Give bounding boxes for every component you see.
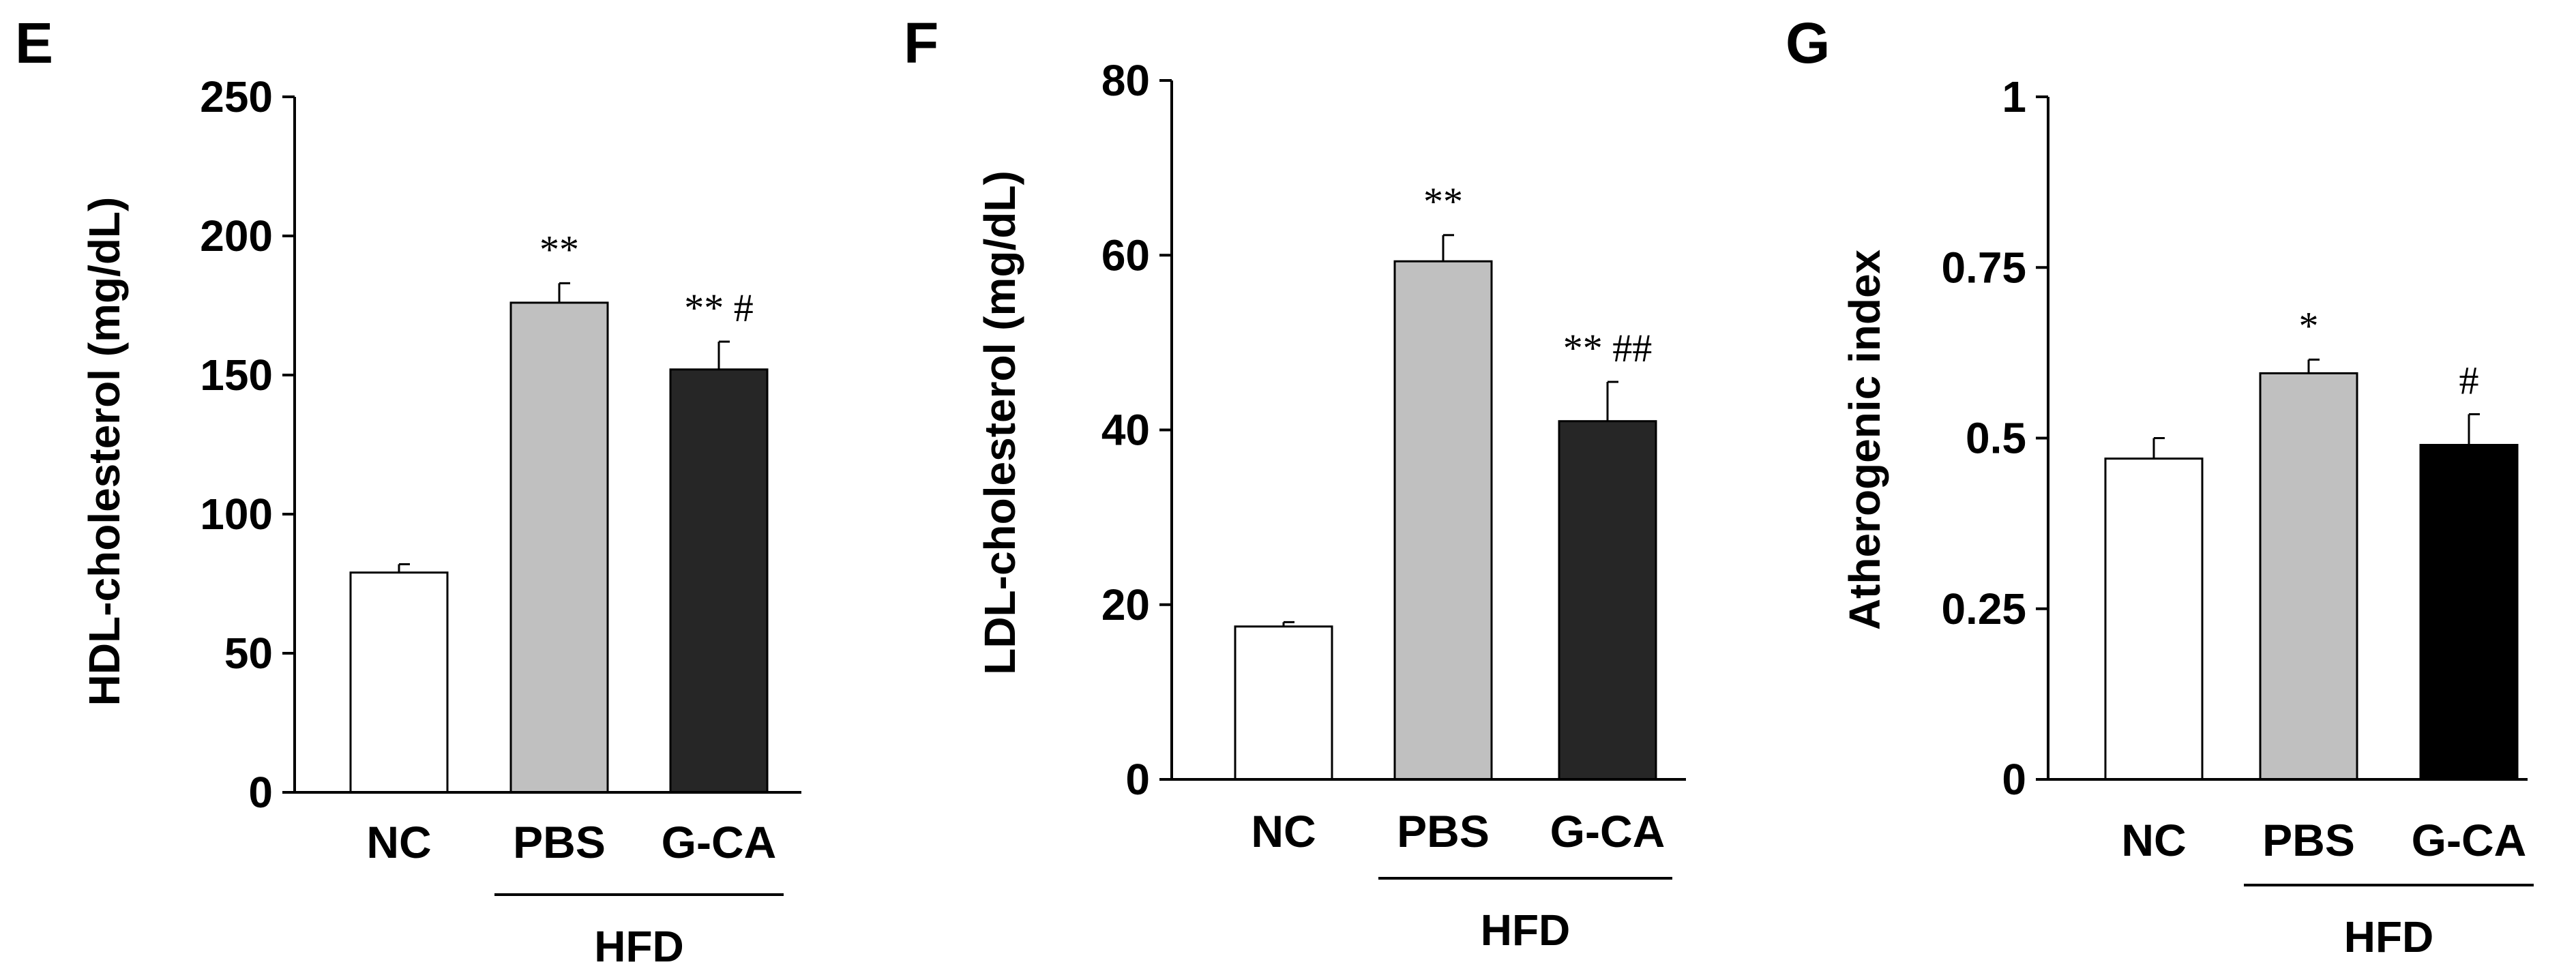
panel-f: F LDL-cholesterol (mg/dL) 0 20 40 60 80 NC **… [904,11,1686,955]
category-label: PBS [1397,806,1490,856]
bar-g-ca [2419,444,2519,781]
y-ticks: 0 50 100 150 200 250 [200,72,295,817]
panel-letter: E [15,11,53,75]
y-tick-label: 250 [200,72,273,121]
y-tick-label: 0.75 [1941,243,2026,292]
category-label: PBS [2262,815,2355,865]
panel-letter: F [904,11,938,75]
panel-letter: G [1786,11,1830,75]
y-axis-title: HDL-cholesterol (mg/dL) [80,197,129,706]
significance-marker: ** [539,227,579,271]
y-tick-label: 100 [200,490,273,539]
y-ticks: 0 20 40 60 80 [1101,56,1172,804]
group-label: HFD [2344,912,2434,961]
y-tick-label: 1 [2002,72,2026,121]
bar-pbs [2259,372,2358,781]
y-tick-label: 20 [1101,580,1150,629]
y-tick-label: 0 [1125,755,1150,804]
y-axis-title: LDL-cholesterol (mg/dL) [975,170,1024,675]
group-label: HFD [1481,906,1571,955]
category-label: NC [1251,806,1316,856]
y-tick-label: 80 [1101,56,1150,105]
group-label: HFD [594,922,684,971]
panel-e: E HDL-cholesterol (mg/dL) 0 50 100 150 200 25… [15,11,801,971]
y-tick-label: 50 [224,629,273,678]
category-label: NC [2121,815,2186,865]
bar-g-ca [1558,420,1657,781]
y-tick-label: 60 [1101,230,1150,280]
significance-marker: * [2299,303,2319,348]
y-tick-label: 200 [200,211,273,260]
y-axis-title: Atherogenic index [1840,249,1889,630]
category-label: NC [366,817,431,867]
significance-marker: ** [1423,179,1463,224]
category-label: G-CA [662,817,777,867]
bars: NC ** PBS ** ## G-CA [1234,179,1665,856]
category-label: G-CA [1550,806,1665,856]
bar-g-ca [669,368,769,794]
bar-pbs [1393,260,1493,781]
y-ticks: 0 0.25 0.5 0.75 1 [1941,72,2048,804]
significance-marker: ** ## [1563,326,1653,370]
bars: NC ** PBS ** # G-CA [349,227,777,867]
category-label: G-CA [2412,815,2527,865]
y-tick-label: 0.5 [1966,414,2026,463]
panel-g: G Atherogenic index 0 0.25 0.5 0.75 1 NC * PBS… [1786,11,2534,961]
y-tick-label: 150 [200,350,273,400]
bars: NC * PBS # G-CA [2104,303,2527,865]
category-label: PBS [513,817,606,867]
significance-marker: ** # [684,286,754,330]
bar-pbs [509,301,609,794]
significance-marker: # [2459,358,2479,402]
y-tick-label: 0.25 [1941,584,2026,633]
y-tick-label: 0 [248,768,273,817]
y-tick-label: 0 [2002,755,2026,804]
y-tick-label: 40 [1101,406,1150,455]
bar-nc [349,571,449,794]
bar-nc [2104,458,2204,781]
bar-nc [1234,625,1333,781]
